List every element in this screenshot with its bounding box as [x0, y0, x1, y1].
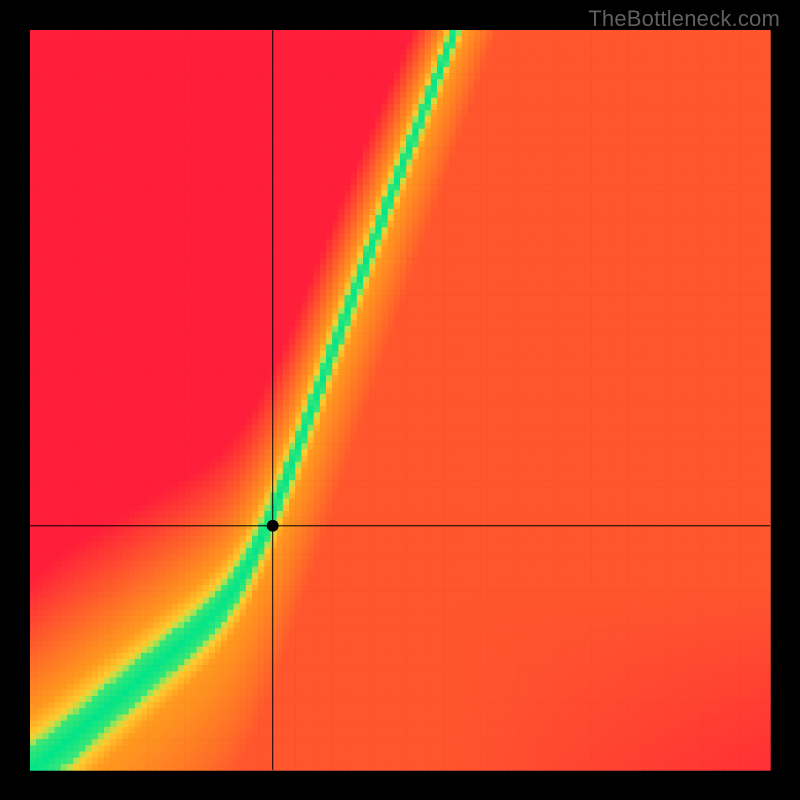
heatmap-canvas	[0, 0, 800, 800]
chart-container: TheBottleneck.com	[0, 0, 800, 800]
watermark-text: TheBottleneck.com	[588, 6, 780, 32]
